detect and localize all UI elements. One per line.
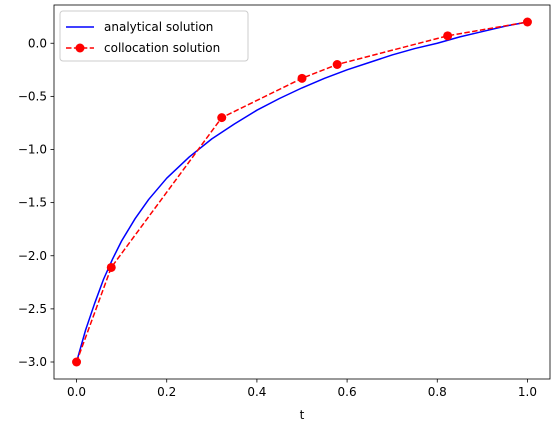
x-tick-label: 0.0 bbox=[67, 385, 86, 399]
y-tick-label: −2.0 bbox=[18, 249, 47, 263]
x-tick-label: 0.2 bbox=[157, 385, 176, 399]
series-layer bbox=[72, 17, 532, 367]
legend-collocation-marker bbox=[75, 43, 85, 53]
series-1-point bbox=[443, 31, 453, 41]
legend-collocation-label: collocation solution bbox=[104, 41, 220, 55]
y-tick-label: −1.5 bbox=[18, 196, 47, 210]
y-tick-label: −1.0 bbox=[18, 143, 47, 157]
plot-area bbox=[54, 5, 550, 379]
series-1-point bbox=[522, 17, 532, 27]
series-1-point bbox=[332, 60, 342, 69]
y-tick-label: −3.0 bbox=[18, 355, 47, 369]
legend-box bbox=[59, 10, 249, 62]
x-tick-label: 0.4 bbox=[247, 385, 266, 399]
x-axis: 0.0 0.2 0.4 0.6 0.8 1.0 bbox=[67, 379, 537, 399]
legend: analytical solution collocation solution bbox=[59, 10, 249, 62]
series-1-point bbox=[106, 262, 116, 272]
series-1-point bbox=[217, 113, 227, 123]
x-axis-label: t bbox=[300, 408, 305, 422]
series-1-point bbox=[72, 357, 82, 367]
y-tick-label: −2.5 bbox=[18, 302, 47, 316]
x-tick-label: 0.6 bbox=[338, 385, 357, 399]
y-axis: 0.0 −0.5 −1.0 −1.5 −2.0 −2.5 −3.0 bbox=[18, 36, 54, 369]
y-tick-label: 0.0 bbox=[28, 36, 47, 50]
plot-frame bbox=[53, 4, 551, 380]
legend-analytical-label: analytical solution bbox=[104, 20, 213, 34]
series-0-line bbox=[75, 21, 528, 363]
x-tick-label: 1.0 bbox=[518, 385, 537, 399]
series-1-point bbox=[297, 73, 307, 83]
x-tick-label: 0.8 bbox=[428, 385, 447, 399]
y-tick-label: −0.5 bbox=[18, 89, 47, 103]
